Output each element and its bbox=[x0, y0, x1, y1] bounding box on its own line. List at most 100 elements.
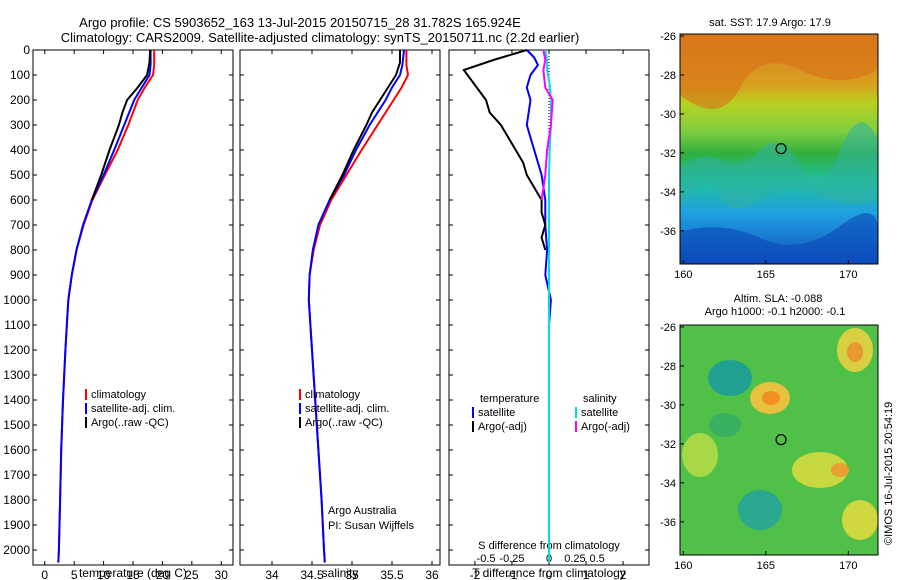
x-tick-label: 2 bbox=[620, 568, 627, 580]
series-line-s-satellite bbox=[544, 49, 552, 563]
series-line-satellite-adj-clim- bbox=[307, 49, 405, 563]
salinity-frame bbox=[239, 49, 441, 566]
depth-tick-label: 1400 bbox=[3, 393, 30, 407]
sla-blob bbox=[682, 433, 718, 477]
x-tick-label: 36 bbox=[425, 568, 439, 580]
x-tick-label: 34.5 bbox=[300, 568, 324, 580]
series-line-s-argo-adj- bbox=[540, 49, 554, 201]
series-line-climatology bbox=[57, 50, 156, 563]
difference-xlabel: T difference from climatology bbox=[472, 566, 626, 580]
map-x-tick-label: 165 bbox=[757, 269, 775, 281]
footer-stamp: ©IMOS 16-Jul-2015 20:54:19 bbox=[883, 402, 895, 545]
temperature-panel: 0100200300400500600700800900100011001200… bbox=[3, 43, 234, 580]
header-line2: Climatology: CARS2009. Satellite-adjuste… bbox=[61, 30, 580, 45]
sla-blob bbox=[738, 490, 782, 530]
map-x-tick-label: 160 bbox=[674, 560, 692, 572]
legend-label: Argo(..raw -QC) bbox=[305, 417, 383, 429]
sst-map-frame bbox=[679, 33, 879, 265]
depth-tick-label: 400 bbox=[10, 143, 30, 157]
sla-map-frame bbox=[679, 324, 879, 556]
temperature-frame bbox=[32, 49, 234, 566]
sla-blob bbox=[792, 452, 848, 488]
sla-map-subtitle: Argo h1000: -0.1 h2000: -0.1 bbox=[705, 306, 846, 318]
map-y-tick-label: -36 bbox=[660, 517, 676, 529]
map-y-tick-label: -32 bbox=[660, 148, 676, 160]
depth-tick-label: 200 bbox=[10, 93, 30, 107]
legend-label: Argo(-adj) bbox=[581, 421, 630, 433]
depth-tick-label: 1600 bbox=[3, 443, 30, 457]
legend-label: satellite-adj. clim. bbox=[91, 403, 175, 415]
legend-label: Argo(..raw -QC) bbox=[91, 417, 169, 429]
depth-tick-label: 1500 bbox=[3, 418, 30, 432]
x-tick-label: 35.5 bbox=[380, 568, 404, 580]
map-y-tick-label: -26 bbox=[660, 31, 676, 43]
map-y-tick-label: -28 bbox=[660, 70, 676, 82]
depth-tick-label: 1900 bbox=[3, 518, 30, 532]
depth-tick-label: 600 bbox=[10, 193, 30, 207]
sst-map-title: sat. SST: 17.9 Argo: 17.9 bbox=[709, 17, 831, 29]
sla-blob bbox=[831, 463, 849, 477]
series-line-satellite-adj-clim- bbox=[57, 50, 152, 563]
legend-label: satellite bbox=[478, 407, 515, 419]
map-y-tick-label: -26 bbox=[660, 322, 676, 334]
sst-map-panel: sat. SST: 17.9 Argo: 17.9 160 165 170 -26 -2… bbox=[660, 17, 879, 281]
x-tick-label: 0 bbox=[546, 568, 553, 580]
x-tick-label: 1 bbox=[583, 568, 590, 580]
depth-tick-label: 1700 bbox=[3, 468, 30, 482]
series-line-climatology bbox=[307, 50, 410, 563]
sst-cold-patch bbox=[680, 213, 878, 264]
legend-title-salinity: salinity bbox=[583, 393, 617, 405]
annotation: Argo Australia bbox=[328, 505, 397, 517]
depth-tick-label: 800 bbox=[10, 243, 30, 257]
map-y-tick-label: -34 bbox=[660, 187, 676, 199]
map-y-tick-label: -28 bbox=[660, 361, 676, 373]
x-tick-label: 20 bbox=[156, 568, 170, 580]
legend-label: satellite-adj. clim. bbox=[305, 403, 389, 415]
s-tick-label: 0.5 bbox=[589, 553, 604, 565]
depth-tick-label: 700 bbox=[10, 218, 30, 232]
legend-title-temperature: temperature bbox=[480, 393, 539, 405]
map-x-tick-label: 165 bbox=[757, 560, 775, 572]
series-line-argo-raw-qc- bbox=[328, 50, 401, 201]
depth-tick-label: 100 bbox=[10, 68, 30, 82]
sla-map-panel: Altim. SLA: -0.088 Argo h1000: -0.1 h200… bbox=[660, 293, 879, 572]
legend-label: Argo(-adj) bbox=[478, 421, 527, 433]
depth-tick-label: 1000 bbox=[3, 293, 30, 307]
depth-tick-label: 500 bbox=[10, 168, 30, 182]
map-x-tick-label: 170 bbox=[839, 269, 857, 281]
legend-label: climatology bbox=[305, 389, 361, 401]
map-x-tick-label: 170 bbox=[839, 560, 857, 572]
depth-tick-label: 1200 bbox=[3, 343, 30, 357]
x-tick-label: 15 bbox=[126, 568, 140, 580]
map-y-tick-label: -30 bbox=[660, 109, 676, 121]
s-tick-label: -0.5 bbox=[477, 553, 496, 565]
depth-tick-label: 1300 bbox=[3, 368, 30, 382]
sla-map-title: Altim. SLA: -0.088 bbox=[734, 293, 823, 305]
x-tick-label: 0 bbox=[41, 568, 48, 580]
sst-warm-patch bbox=[680, 34, 878, 109]
s-tick-label: -0.25 bbox=[499, 553, 524, 565]
depth-tick-label: 0 bbox=[23, 43, 30, 57]
x-tick-label: -2 bbox=[470, 568, 481, 580]
annotation: PI: Susan Wijffels bbox=[328, 520, 414, 532]
depth-tick-label: 1100 bbox=[4, 318, 30, 332]
sla-blob bbox=[762, 391, 780, 405]
x-tick-label: 10 bbox=[97, 568, 111, 580]
x-tick-label: 5 bbox=[71, 568, 78, 580]
salinity-panel: 34 34.5 35 35.5 36 salinity climatology satelli… bbox=[239, 49, 441, 580]
depth-tick-label: 1800 bbox=[3, 493, 30, 507]
series-line-t-argo-adj- bbox=[462, 49, 547, 251]
map-y-tick-label: -30 bbox=[660, 400, 676, 412]
depth-tick-label: 900 bbox=[10, 268, 30, 282]
legend-label: satellite bbox=[581, 407, 618, 419]
series-line-t-satellite bbox=[525, 49, 552, 563]
x-tick-label: 25 bbox=[185, 568, 199, 580]
map-x-tick-label: 160 bbox=[674, 269, 692, 281]
x-tick-label: 35 bbox=[345, 568, 359, 580]
x-tick-label: 30 bbox=[215, 568, 229, 580]
sla-argo-marker bbox=[775, 434, 787, 446]
series-line-argo-raw-qc- bbox=[90, 49, 152, 201]
sla-blob bbox=[842, 500, 878, 540]
temperature-xlabel: temperature (deg C) bbox=[79, 566, 187, 580]
